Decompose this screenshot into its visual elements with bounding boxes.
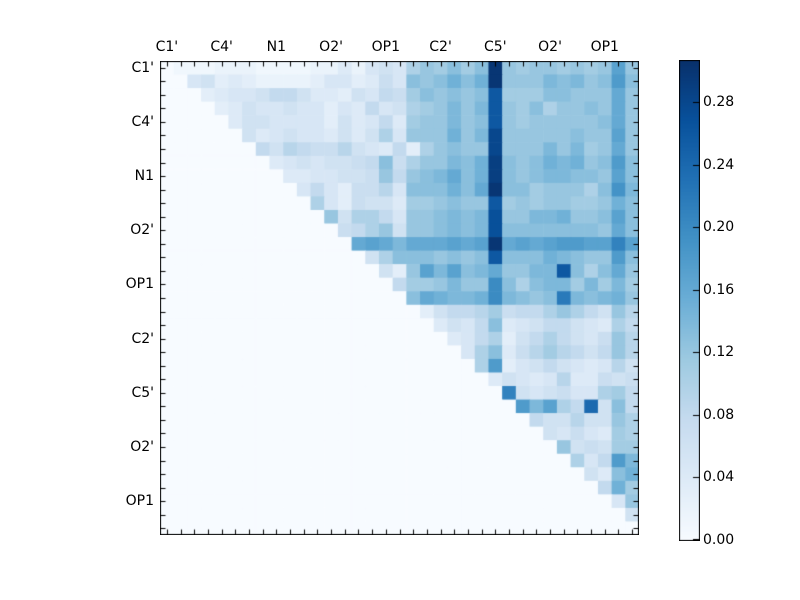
x-tick-label: C5': [484, 39, 507, 55]
colorbar-tick-label: 0.12: [703, 344, 735, 361]
x-tick-label: C2': [429, 39, 452, 55]
colorbar-tick-label: 0.08: [703, 406, 735, 423]
y-tick-label: C1': [131, 59, 154, 76]
heatmap-canvas: [160, 61, 639, 535]
y-tick-label: N1: [134, 168, 154, 185]
x-tick-label: C4': [210, 39, 233, 55]
x-tick-label: C1': [155, 39, 179, 55]
x-tick-label: OP1: [590, 39, 619, 55]
x-tick-label: O2': [319, 39, 343, 55]
y-tick-label: OP1: [125, 493, 154, 510]
colorbar-tick-label: 0.00: [703, 532, 735, 548]
colorbar-tick-label: 0.24: [703, 156, 735, 173]
x-tick-label: O2': [538, 39, 562, 55]
y-tick-label: C2': [131, 330, 154, 347]
colorbar-tick-label: 0.04: [703, 469, 735, 486]
y-tick-label: C5': [131, 384, 154, 401]
x-tick-label: N1: [266, 39, 287, 55]
colorbar-canvas: [679, 60, 700, 541]
y-tick-label: O2': [130, 222, 154, 239]
colorbar-tick-label: 0.16: [703, 281, 735, 298]
colorbar-tick-label: 0.28: [703, 94, 735, 111]
x-tick-label: OP1: [371, 39, 400, 55]
y-tick-label: O2': [130, 438, 154, 455]
y-tick-label: C4': [131, 113, 154, 130]
y-tick-label: OP1: [125, 276, 154, 293]
colorbar-tick-label: 0.20: [703, 219, 735, 236]
